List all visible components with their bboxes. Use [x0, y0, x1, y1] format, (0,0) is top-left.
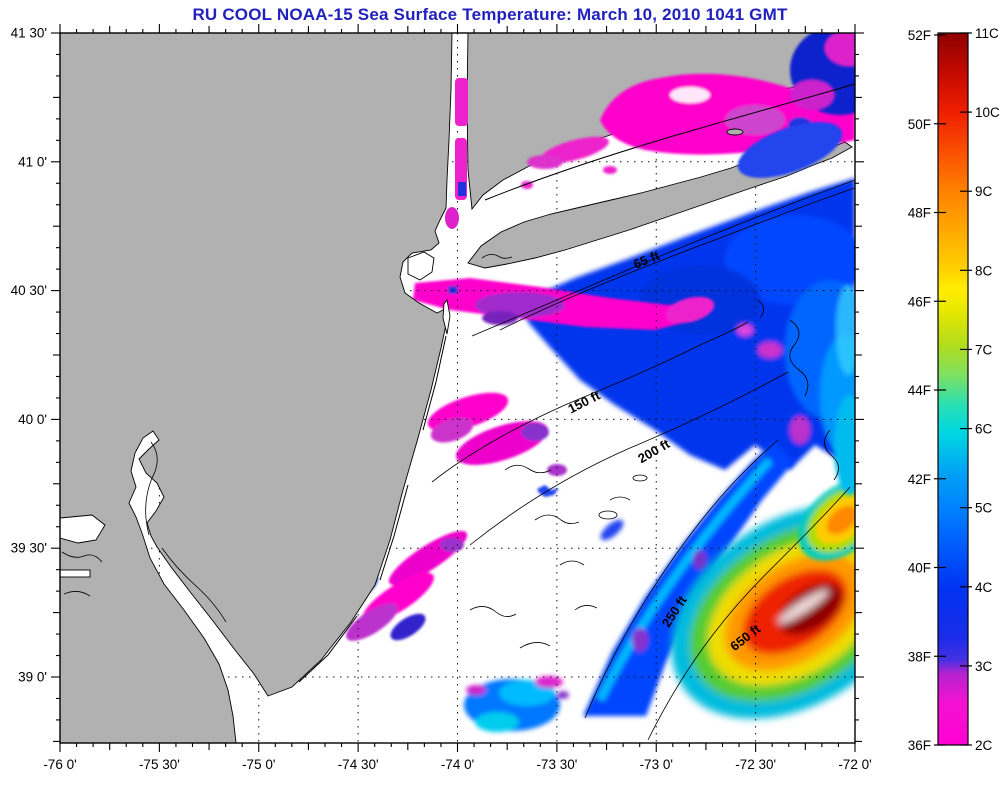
x-tick-label: -72 0'	[838, 757, 871, 772]
colorbar-c-label: 8C	[975, 263, 993, 278]
y-tick-label: 40 30'	[11, 283, 47, 298]
warm-patch-east-edge	[798, 479, 855, 561]
sound-island	[726, 128, 744, 136]
land-mainland-west	[60, 33, 453, 743]
colorbar-f-label: 46F	[908, 294, 931, 309]
colorbar-c-label: 2C	[975, 738, 993, 753]
upper-chesapeake-inlet	[60, 514, 106, 544]
colorbar-f-label: 44F	[908, 383, 931, 398]
colorbar-f-label: 40F	[908, 561, 931, 576]
coast-and-contour-lines	[145, 83, 855, 741]
y-tick-label: 40 0'	[18, 412, 47, 427]
ct-coastline	[484, 83, 855, 201]
x-tick-label: -76 0'	[43, 757, 76, 772]
bottom-cool-cluster	[464, 676, 569, 732]
colorbar-c-label: 6C	[975, 422, 993, 437]
shoal-ring	[632, 474, 648, 482]
contour-65ft-b	[499, 187, 855, 331]
staten-island	[407, 251, 435, 281]
jamaica-bay-detail	[481, 254, 513, 259]
hudson-river-plume	[445, 78, 468, 229]
x-tick-label: -74 0'	[441, 757, 474, 772]
ne-corner-cold-water	[737, 33, 855, 178]
x-tick-label: -73 0'	[640, 757, 673, 772]
contour-65ft	[471, 179, 855, 337]
colorbar-c-label: 10C	[975, 105, 1000, 120]
offshore-squiggles	[757, 299, 839, 481]
colorbar-f-label: 48F	[908, 206, 931, 221]
sst-coastal-overlay-layer	[445, 33, 855, 229]
x-tick-label: -74 30'	[338, 757, 379, 772]
colorbar: 52F 50F 48F 46F 44F 42F 40F 38F 36F 11C 10C 9C 8C 7C 6…	[908, 26, 1000, 753]
colorbar-f-label: 38F	[908, 649, 931, 664]
shoal-ring	[598, 510, 618, 520]
figure-title: RU COOL NOAA-15 Sea Surface Temperature:…	[192, 5, 788, 24]
bight-apex-cold-band	[413, 278, 715, 330]
colorbar-f-label: 50F	[908, 117, 931, 132]
colorbar-c-label: 4C	[975, 580, 993, 595]
colorbar-f-label: 52F	[908, 28, 931, 43]
y-tick-label: 41 0'	[18, 154, 47, 169]
x-tick-label: -75 30'	[139, 757, 180, 772]
colorbar-c-label: 7C	[975, 342, 993, 357]
shelf-edge-blue-band	[583, 441, 794, 716]
x-tick-label: -73 30'	[536, 757, 577, 772]
delaware-river	[145, 441, 158, 536]
shoal-squiggles	[469, 464, 631, 649]
cyan-fringe	[834, 395, 855, 495]
blue-water-mass	[525, 178, 855, 470]
warm-eddy	[671, 505, 855, 719]
colorbar-c-label: 9C	[975, 184, 993, 199]
nj-barrier-islands	[298, 335, 447, 683]
colorbar-c-label: 11C	[975, 26, 999, 41]
contour-150ft	[431, 321, 749, 483]
contour-200ft	[469, 371, 789, 546]
sst-field-layer	[328, 178, 855, 732]
canal-inlet	[60, 569, 91, 578]
x-tick-label: -72 30'	[735, 757, 776, 772]
contour-650ft	[647, 486, 851, 741]
colorbar-ticks-and-labels: 52F 50F 48F 46F 44F 42F 40F 38F 36F 11C 10C 9C 8C 7C 6…	[908, 26, 1000, 753]
x-tick-label: -75 0'	[242, 757, 275, 772]
axes: -76 0' -75 30' -75 0' -74 30' -74 0' -73 30' -…	[11, 24, 872, 772]
mid-shelf-cold-patches	[427, 392, 567, 497]
inlet-detail	[61, 551, 103, 597]
y-tick-label: 39 0'	[18, 670, 47, 685]
colorbar-f-label: 36F	[908, 738, 931, 753]
colorbar-gradient	[937, 32, 969, 746]
y-tick-label: 41 30'	[11, 26, 47, 41]
sandy-hook-spit	[442, 298, 451, 335]
contour-250ft	[584, 439, 779, 719]
colorbar-c-label: 3C	[975, 659, 993, 674]
y-tick-label: 39 30'	[11, 541, 47, 556]
colorbar-c-label: 5C	[975, 501, 993, 516]
colorbar-f-label: 42F	[908, 472, 931, 487]
bay-inner-contour	[161, 547, 227, 623]
